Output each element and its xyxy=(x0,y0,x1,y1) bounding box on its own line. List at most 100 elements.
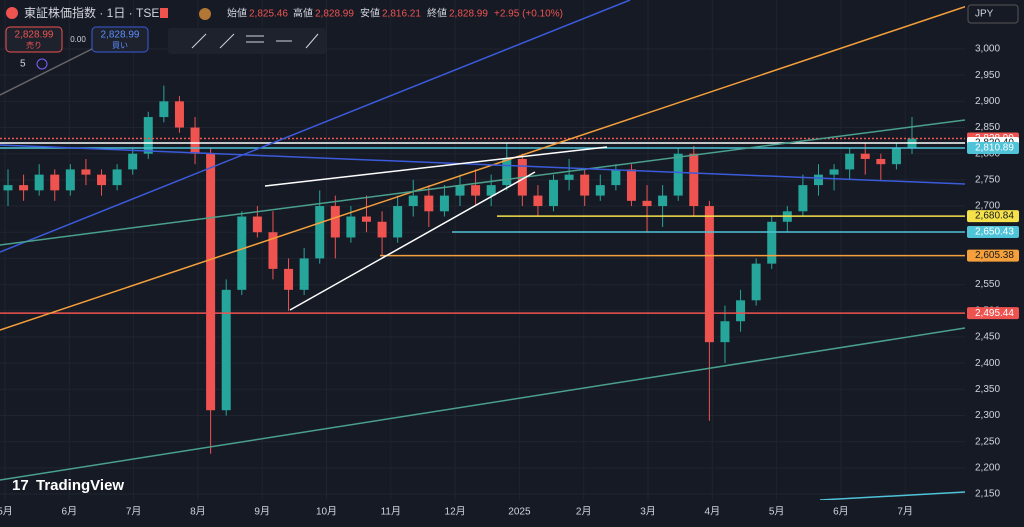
candle-body xyxy=(50,174,60,191)
candle-body xyxy=(720,321,730,343)
candle-body xyxy=(3,185,13,191)
candle-body xyxy=(595,185,605,196)
candle-body xyxy=(252,216,262,233)
low: 2,816.21 xyxy=(382,9,421,20)
trend-line xyxy=(264,146,608,187)
candle-body xyxy=(580,174,590,196)
high-label: 高値 xyxy=(293,7,313,20)
price-axis: 2,1502,2002,2502,3002,3502,4002,4502,500… xyxy=(965,0,1024,527)
y-tick-label: 2,300 xyxy=(975,410,1000,421)
candle-body xyxy=(284,268,294,290)
level-tag xyxy=(967,249,1019,262)
level-label: 2,650.43 xyxy=(975,227,1014,238)
low-label: 安値 xyxy=(360,7,380,20)
candle-body xyxy=(876,158,886,165)
x-tick-label: 5月 xyxy=(0,506,13,518)
x-tick-label: 9月 xyxy=(254,506,270,518)
candle-body xyxy=(611,169,621,186)
sell-button[interactable] xyxy=(5,26,63,53)
x-tick-label: 2月 xyxy=(576,506,592,518)
candle-body xyxy=(486,185,496,196)
buy-label: 買い xyxy=(112,41,128,50)
y-tick-label: 2,400 xyxy=(975,358,1000,369)
candle-body xyxy=(143,117,153,154)
change: +2.95 (+0.10%) xyxy=(494,9,563,20)
level-label: 2,810.89 xyxy=(975,143,1014,154)
y-tick-label: 3,000 xyxy=(975,44,1000,55)
candle-body xyxy=(315,206,325,259)
candle-body xyxy=(658,195,668,207)
symbol-icon xyxy=(6,7,18,19)
level-tag xyxy=(967,226,1019,239)
candle-body xyxy=(798,185,808,212)
trend-line xyxy=(0,0,631,253)
candle-body xyxy=(829,169,839,175)
candle-body xyxy=(190,127,200,154)
x-tick-label: 4月 xyxy=(705,506,721,518)
level-tag xyxy=(967,142,1019,155)
candle-body xyxy=(564,174,574,180)
x-tick-label: 10月 xyxy=(316,506,337,518)
x-tick-label: 5月 xyxy=(769,506,785,518)
drawing-toolbar xyxy=(168,28,326,54)
y-tick-label: 2,850 xyxy=(975,122,1000,133)
sell-price: 2,828.99 xyxy=(15,30,54,41)
candle-body xyxy=(673,153,683,196)
toolbar-icons xyxy=(191,33,319,49)
x-tick-label: 7月 xyxy=(897,506,913,518)
indicator-icon[interactable] xyxy=(36,58,48,70)
candle-body xyxy=(736,300,746,322)
x-tick-label: 12月 xyxy=(445,506,466,518)
candle-body xyxy=(860,153,870,159)
badge xyxy=(199,8,211,20)
candle-body xyxy=(81,169,91,175)
currency-box[interactable] xyxy=(967,4,1019,24)
close: 2,828.99 xyxy=(449,9,488,20)
candle-body xyxy=(471,185,481,196)
x-tick-label: 6月 xyxy=(833,506,849,518)
candle-body xyxy=(128,153,138,170)
candle-body xyxy=(424,195,434,212)
candle-body xyxy=(704,206,714,343)
candle-body xyxy=(891,148,901,165)
axis-bg xyxy=(965,0,1024,527)
level-tag xyxy=(967,307,1019,320)
y-tick-label: 2,350 xyxy=(975,384,1000,395)
candle-body xyxy=(689,153,699,207)
trend-line xyxy=(0,144,966,185)
level-label: 2,495.44 xyxy=(975,308,1014,319)
trend-line xyxy=(289,171,536,311)
open: 2,825.46 xyxy=(249,9,288,20)
candle-body xyxy=(206,153,216,411)
x-tick-label: 6月 xyxy=(62,506,78,518)
x-tick-label: 2025 xyxy=(508,507,531,518)
tool-icon[interactable] xyxy=(219,33,235,49)
y-tick-label: 2,950 xyxy=(975,70,1000,81)
indicator-count[interactable]: 5 xyxy=(20,59,26,70)
candle-body xyxy=(268,232,278,269)
candle-body xyxy=(845,153,855,170)
candle-body xyxy=(642,200,652,207)
y-tick-label: 2,900 xyxy=(975,96,1000,107)
candle-body xyxy=(174,101,184,128)
candle-body xyxy=(221,289,231,411)
candle-body xyxy=(34,174,44,191)
sell-label: 売り xyxy=(26,40,42,50)
candle-body xyxy=(439,195,449,212)
symbol[interactable]: 東証株価指数 · 1日 · TSE xyxy=(24,5,159,20)
buy-button[interactable] xyxy=(91,26,149,53)
candle-body xyxy=(533,195,543,207)
y-tick-label: 2,200 xyxy=(975,462,1000,473)
tool-icon[interactable] xyxy=(191,33,207,49)
y-tick-label: 2,550 xyxy=(975,279,1000,290)
flag xyxy=(160,8,168,18)
candle-body xyxy=(19,185,29,191)
candle-body xyxy=(346,216,356,238)
high: 2,828.99 xyxy=(315,9,354,20)
plot xyxy=(0,0,965,500)
y-tick-label: 2,450 xyxy=(975,332,1000,343)
level-label: 2,680.84 xyxy=(975,211,1014,222)
tool-icon[interactable] xyxy=(305,33,319,49)
time-axis-bg xyxy=(0,500,965,527)
